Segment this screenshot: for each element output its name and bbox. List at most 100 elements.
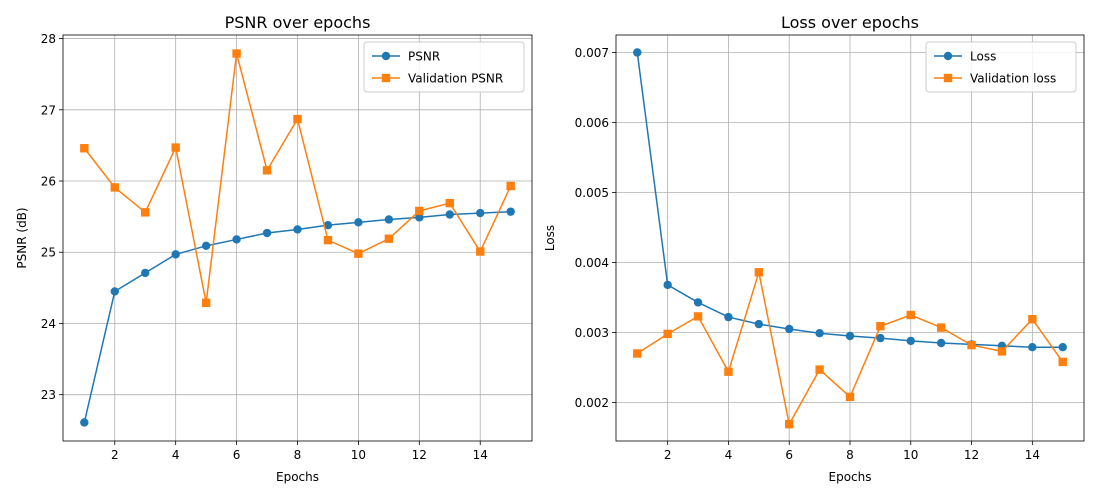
data-point (815, 329, 824, 338)
data-point (754, 268, 764, 277)
data-point (476, 247, 485, 256)
y-tick-label: 0.007 (575, 46, 609, 60)
x-tick-label: 6 (233, 448, 241, 462)
data-point (80, 144, 89, 153)
data-point (141, 208, 150, 217)
data-point (506, 207, 515, 216)
data-point (384, 215, 394, 224)
data-point (201, 241, 211, 251)
data-point (663, 329, 672, 339)
data-point (754, 319, 764, 329)
data-point (232, 235, 241, 244)
data-point (171, 250, 180, 259)
y-axis-label: PSNR (dB) (15, 207, 29, 268)
series-loss (633, 48, 1067, 352)
series-validation-psnr (80, 49, 515, 308)
y-axis-label: Loss (543, 225, 557, 251)
data-point (262, 166, 272, 175)
chart-2: Loss over epochs 2 4 6 8 10 12 14 0.002 0.003 0.00… (543, 13, 1085, 484)
legend-label: Validation PSNR (408, 72, 503, 86)
data-point (293, 225, 302, 234)
data-point (1058, 343, 1067, 352)
data-point (445, 198, 454, 208)
data-point (1028, 343, 1037, 352)
data-point (354, 249, 363, 258)
legend-marker (943, 73, 953, 83)
data-point (293, 114, 302, 124)
data-point (201, 298, 211, 308)
axes-frame (615, 34, 1085, 442)
y-tick-label: 27 (41, 103, 56, 117)
data-point (1028, 315, 1037, 324)
data-point (110, 287, 119, 296)
y-tick-label: 0.006 (575, 116, 609, 130)
data-point (232, 49, 241, 58)
data-point (815, 365, 824, 374)
x-tick-label: 4 (725, 448, 733, 462)
x-tick-label: 12 (964, 448, 979, 462)
data-point (876, 333, 885, 343)
y-tick-label: 0.004 (575, 256, 609, 270)
data-point (906, 336, 915, 346)
data-point (633, 48, 642, 57)
data-point (323, 220, 333, 230)
chart-title: Loss over epochs (781, 13, 919, 32)
x-tick-label: 10 (351, 448, 366, 462)
data-point (997, 347, 1007, 356)
data-point (967, 340, 976, 350)
data-point (785, 420, 794, 429)
data-point (785, 324, 794, 334)
data-point (476, 208, 485, 218)
data-point (936, 338, 946, 348)
x-tick-label: 8 (846, 448, 854, 462)
y-tick-label: 25 (41, 246, 56, 260)
legend: PSNR Validation PSNR (363, 41, 525, 93)
data-point (663, 280, 672, 290)
legend-marker (943, 51, 953, 61)
y-tick-label: 0.003 (575, 326, 609, 340)
legend-label: PSNR (408, 50, 440, 64)
data-point (415, 213, 424, 222)
data-point (384, 234, 394, 243)
data-point (323, 235, 333, 245)
x-tick-label: 6 (785, 448, 793, 462)
data-point (724, 312, 733, 322)
x-tick-label: 2 (664, 448, 672, 462)
data-point (445, 210, 454, 219)
x-tick-label: 14 (473, 448, 488, 462)
data-point (415, 206, 424, 216)
legend-marker (381, 73, 391, 83)
legend-box (363, 41, 525, 93)
x-tick-label: 10 (903, 448, 918, 462)
data-point (876, 322, 885, 331)
data-point (141, 268, 150, 278)
legend-label: Validation loss (970, 72, 1056, 86)
y-tick-label: 24 (41, 317, 56, 331)
data-point (693, 312, 703, 321)
legend-label: Loss (970, 50, 996, 64)
data-point (354, 218, 363, 227)
series-psnr (80, 207, 515, 427)
data-point (845, 392, 855, 402)
data-point (936, 323, 946, 332)
data-point (1058, 357, 1067, 367)
legend-marker (381, 51, 391, 61)
x-axis-label: Epochs (276, 470, 319, 484)
x-tick-label: 14 (1025, 448, 1040, 462)
data-point (171, 143, 180, 152)
y-tick-label: 26 (41, 175, 56, 189)
x-axis-label: Epochs (829, 470, 872, 484)
y-tick-label: 0.005 (575, 186, 609, 200)
data-point (506, 181, 515, 191)
data-point (693, 298, 703, 307)
y-tick-label: 28 (41, 32, 56, 46)
data-point (845, 331, 855, 341)
data-point (724, 367, 733, 376)
data-point (633, 349, 642, 358)
legend: Loss Validation loss (925, 41, 1077, 93)
y-tick-label: 0.002 (575, 396, 609, 410)
axes-frame (62, 34, 533, 442)
data-point (906, 310, 915, 320)
legend-box (925, 41, 1077, 93)
